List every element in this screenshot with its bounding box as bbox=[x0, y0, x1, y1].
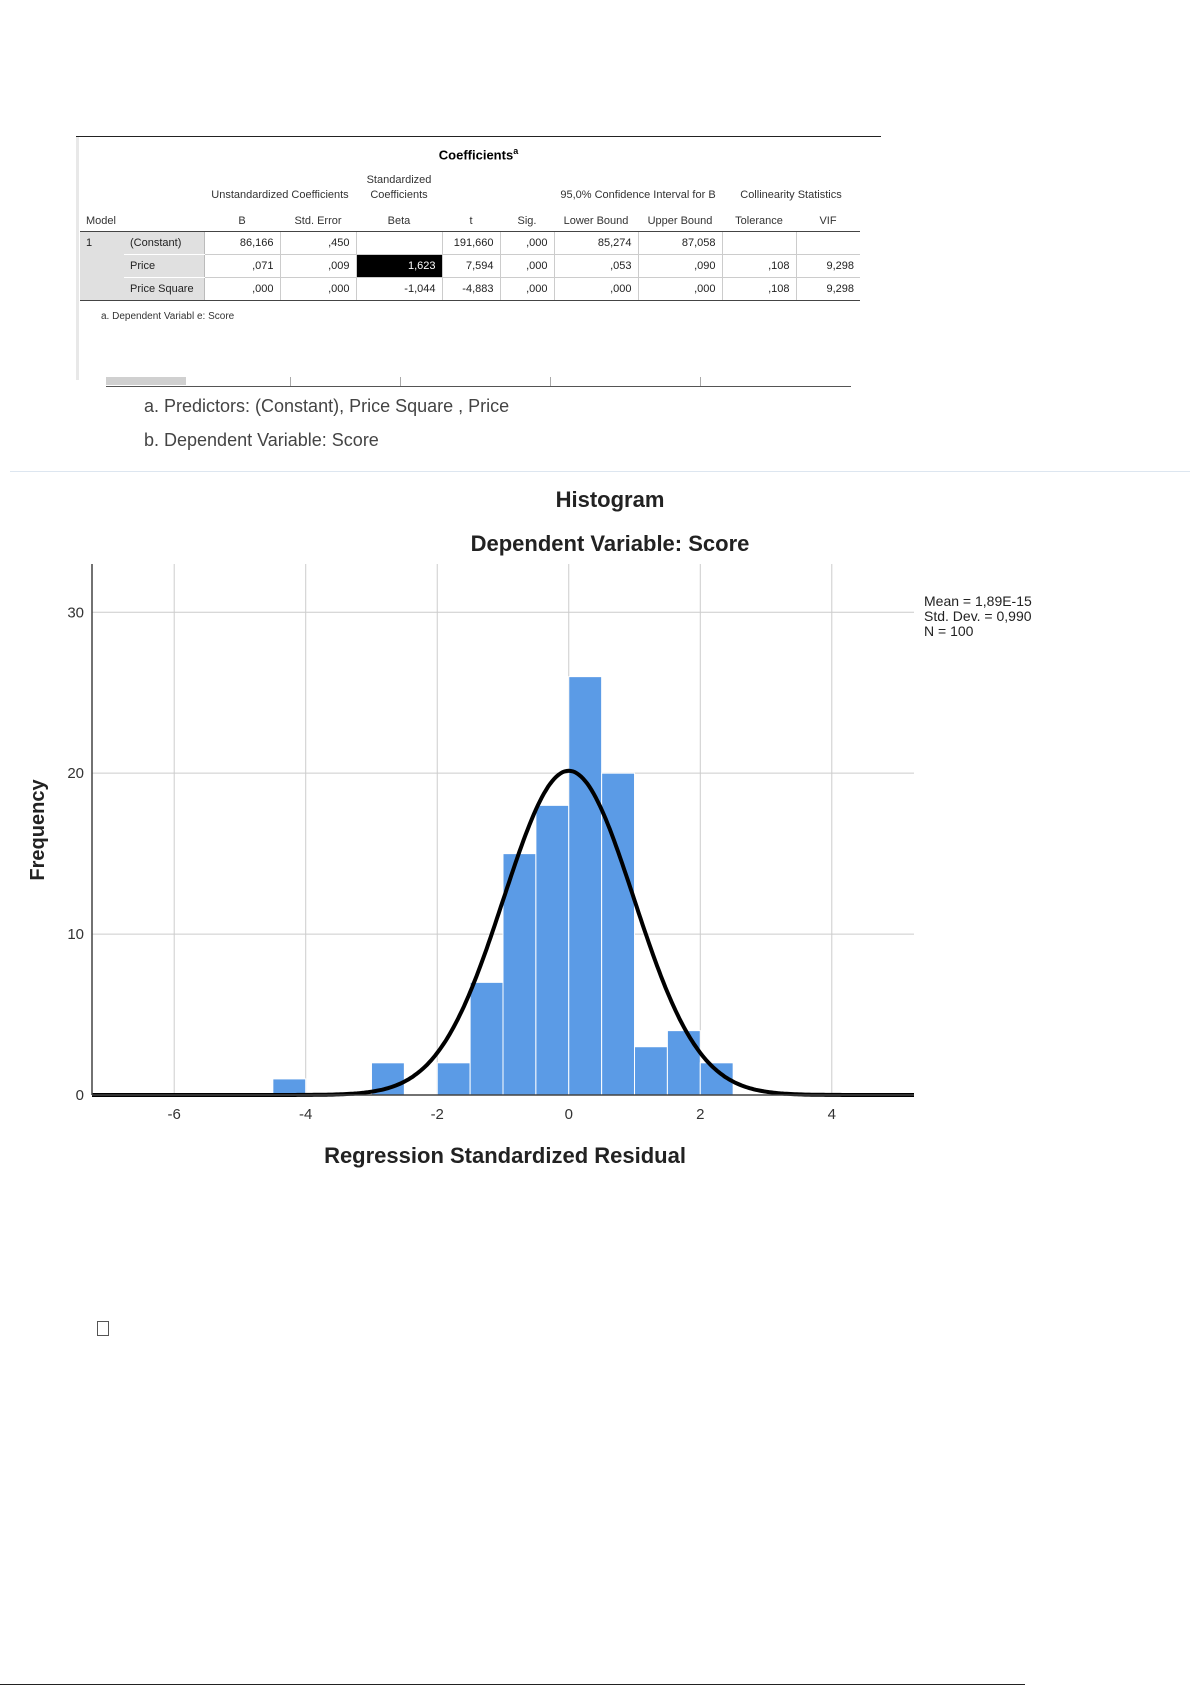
histogram-bar bbox=[469, 981, 504, 1096]
chart-title: Histogram bbox=[555, 487, 665, 512]
cutoff-tick bbox=[550, 377, 551, 386]
col-model: Model bbox=[80, 203, 124, 232]
col-upper-bound: Upper Bound bbox=[638, 203, 722, 232]
cell-b: 86,166 bbox=[204, 231, 281, 255]
cell-beta bbox=[356, 231, 443, 255]
x-tick-label: -4 bbox=[299, 1106, 312, 1123]
row-label: (Constant) bbox=[124, 231, 205, 255]
predictors-note: a. Predictors: (Constant), Price Square … bbox=[144, 396, 510, 416]
cell-t: 7,594 bbox=[442, 254, 501, 278]
y-axis-label: Frequency bbox=[27, 779, 49, 881]
cutoff-tick bbox=[700, 377, 701, 386]
col-beta: Beta bbox=[356, 203, 442, 232]
table-top-rule bbox=[76, 136, 881, 137]
cell-upper: ,090 bbox=[638, 254, 723, 278]
model-summary-cutoff-rule bbox=[106, 377, 851, 387]
cell-lower: 85,274 bbox=[554, 231, 639, 255]
x-tick-label: 0 bbox=[565, 1106, 573, 1123]
legend-n: N = 100 bbox=[924, 623, 974, 639]
cell-tolerance: ,108 bbox=[722, 277, 797, 301]
cutoff-tick bbox=[290, 377, 291, 386]
col-std-error: Std. Error bbox=[280, 203, 356, 232]
cutoff-gray-cell bbox=[106, 377, 186, 385]
cell-upper: ,000 bbox=[638, 277, 723, 301]
dependent-variable-note: b. Dependent Variable: Score bbox=[144, 430, 379, 450]
x-tick-label: -6 bbox=[168, 1106, 181, 1123]
header-collinearity: Collinearity Statistics bbox=[740, 189, 842, 201]
cutoff-rule-line bbox=[106, 386, 851, 387]
coefficients-title: Coefficientsa bbox=[438, 146, 519, 163]
model-number: 1 bbox=[80, 231, 124, 255]
histogram-chart: -6 -4 -2 0 2 4 0 10 20 30 Regression Standardized… bbox=[27, 564, 914, 1168]
histogram-bar bbox=[436, 1062, 471, 1096]
histogram-bar bbox=[568, 676, 603, 1096]
cutoff-tick bbox=[400, 377, 401, 386]
chart-subtitle: Dependent Variable: Score bbox=[470, 531, 750, 556]
cell-se: ,009 bbox=[280, 254, 357, 278]
cell-upper: 87,058 bbox=[638, 231, 723, 255]
cell-se: ,000 bbox=[280, 277, 357, 301]
chart-legend: Mean = 1,89E-15 Std. Dev. = 0,990 N = 10… bbox=[924, 594, 1032, 639]
table-row: Price Square ,000 ,000 -1,044 -4,883 ,00… bbox=[80, 277, 860, 301]
table-left-shadow bbox=[76, 137, 79, 380]
cell-vif bbox=[796, 231, 860, 255]
cell-se: ,450 bbox=[280, 231, 357, 255]
bar-layer bbox=[272, 676, 734, 1096]
cell-tolerance bbox=[722, 231, 797, 255]
histogram-bar bbox=[666, 1030, 701, 1096]
page-bottom-rule bbox=[0, 1684, 1025, 1685]
cell-sig: ,000 bbox=[500, 231, 555, 255]
col-t: t bbox=[442, 203, 500, 232]
col-vif: VIF bbox=[796, 203, 860, 232]
row-label: Price bbox=[124, 254, 205, 278]
x-tick-label: 4 bbox=[828, 1106, 836, 1123]
cell-vif: 9,298 bbox=[796, 277, 860, 301]
header-standardized: Standardized Coefficients bbox=[366, 174, 432, 201]
histogram-bar bbox=[272, 1078, 307, 1096]
empty-checkbox-glyph bbox=[97, 1321, 109, 1336]
header-unstandardized: Unstandardized Coefficients bbox=[211, 189, 349, 201]
cell-beta-selected: 1,623 bbox=[356, 254, 443, 278]
coefficients-table: Unstandardized Coefficients Standardized… bbox=[80, 172, 860, 301]
col-lower-bound: Lower Bound bbox=[554, 203, 638, 232]
y-tick-label: 10 bbox=[67, 926, 84, 943]
cell-sig: ,000 bbox=[500, 254, 555, 278]
col-sig: Sig. bbox=[500, 203, 554, 232]
table-row: Price ,071 ,009 1,623 7,594 ,000 ,053 ,0… bbox=[80, 254, 860, 278]
cell-tolerance: ,108 bbox=[722, 254, 797, 278]
row-label: Price Square bbox=[124, 277, 205, 301]
cell-beta: -1,044 bbox=[356, 277, 443, 301]
header-confidence: 95,0% Confidence Interval for B bbox=[560, 189, 716, 201]
col-b: B bbox=[204, 203, 280, 232]
cell-sig: ,000 bbox=[500, 277, 555, 301]
y-tick-label: 0 bbox=[76, 1087, 84, 1104]
table-footnote: a. Dependent Variabl e: Score bbox=[101, 311, 235, 322]
y-tick-label: 30 bbox=[67, 604, 84, 621]
histogram-bar bbox=[535, 804, 570, 1096]
histogram-bar bbox=[502, 853, 537, 1096]
cell-lower: ,053 bbox=[554, 254, 639, 278]
cell-b: ,071 bbox=[204, 254, 281, 278]
x-tick-label: 2 bbox=[696, 1106, 704, 1123]
histogram-bar bbox=[634, 1046, 668, 1096]
legend-std-dev: Std. Dev. = 0,990 bbox=[924, 608, 1032, 624]
cell-t: 191,660 bbox=[442, 231, 501, 255]
cell-t: -4,883 bbox=[442, 277, 501, 301]
column-header-row: Model B Std. Error Beta t Sig. Lower Bou… bbox=[80, 203, 860, 232]
group-header-row: Unstandardized Coefficients Standardized… bbox=[80, 172, 860, 203]
section-separator bbox=[10, 471, 1190, 472]
x-axis-label: Regression Standardized Residual bbox=[324, 1143, 686, 1168]
col-tolerance: Tolerance bbox=[722, 203, 796, 232]
y-tick-label: 20 bbox=[67, 765, 84, 782]
table-row: 1 (Constant) 86,166 ,450 191,660 ,000 85… bbox=[80, 231, 860, 255]
cell-b: ,000 bbox=[204, 277, 281, 301]
axis-layer: -6 -4 -2 0 2 4 0 10 20 30 bbox=[67, 564, 914, 1123]
x-tick-label: -2 bbox=[431, 1106, 444, 1123]
legend-mean: Mean = 1,89E-15 bbox=[924, 593, 1032, 609]
cell-lower: ,000 bbox=[554, 277, 639, 301]
cell-vif: 9,298 bbox=[796, 254, 860, 278]
